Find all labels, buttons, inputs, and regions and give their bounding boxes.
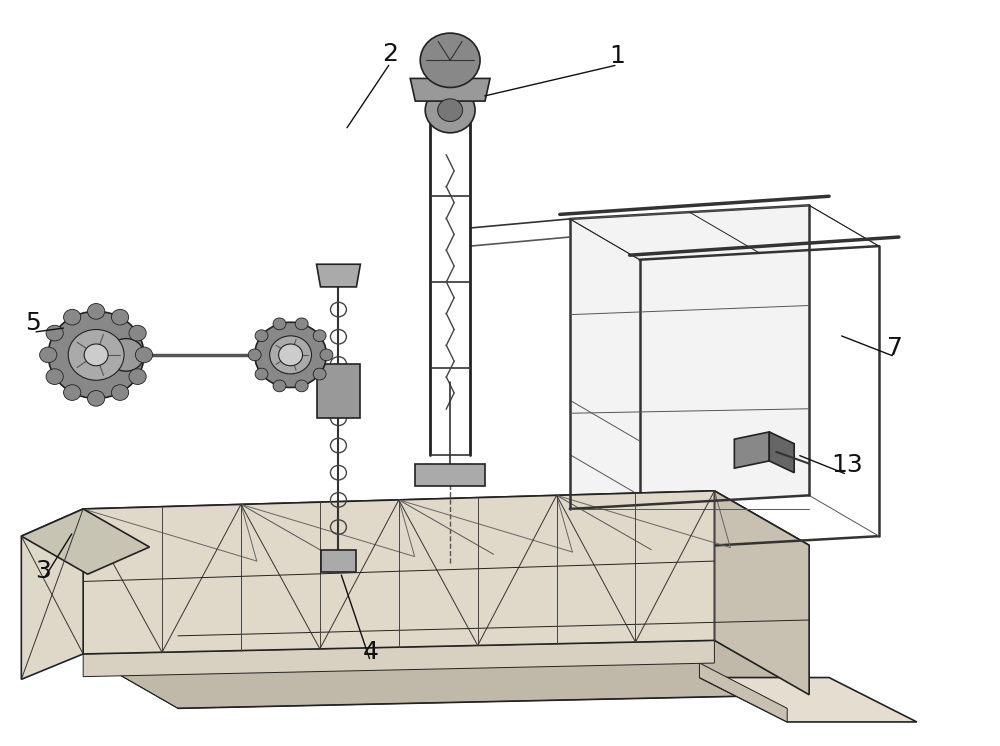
Polygon shape [734,432,769,468]
Text: 13: 13 [831,454,863,477]
Circle shape [84,344,108,366]
Polygon shape [83,640,809,709]
Circle shape [255,322,326,387]
Polygon shape [21,509,149,574]
Circle shape [40,347,57,363]
Circle shape [313,369,326,380]
Circle shape [46,325,63,341]
Circle shape [64,310,81,325]
Circle shape [248,349,261,361]
Circle shape [273,318,286,330]
Circle shape [129,369,146,384]
Circle shape [255,330,268,342]
Circle shape [64,385,81,401]
Polygon shape [83,491,714,654]
Polygon shape [699,677,917,722]
Text: 2: 2 [382,42,398,66]
Circle shape [273,380,286,392]
Circle shape [295,318,308,330]
Polygon shape [83,640,714,677]
Polygon shape [410,78,490,101]
Circle shape [108,339,144,372]
Polygon shape [699,663,787,722]
Circle shape [313,330,326,342]
Circle shape [420,33,480,87]
Circle shape [438,98,463,122]
Circle shape [129,325,146,341]
Polygon shape [570,205,809,509]
Circle shape [279,344,303,366]
Polygon shape [415,463,485,486]
Polygon shape [83,491,809,563]
Circle shape [111,310,129,325]
Circle shape [295,380,308,392]
Polygon shape [769,432,794,473]
Text: 4: 4 [362,640,378,664]
Circle shape [68,330,124,380]
Text: 7: 7 [887,336,903,360]
Circle shape [270,336,312,374]
Text: 5: 5 [25,311,41,335]
Circle shape [48,311,144,398]
Circle shape [255,369,268,380]
Circle shape [46,369,63,384]
Circle shape [88,304,105,319]
Polygon shape [21,509,83,680]
Circle shape [135,347,153,363]
Polygon shape [320,550,356,572]
Text: 3: 3 [35,559,51,583]
Circle shape [425,87,475,133]
Polygon shape [317,364,360,419]
Circle shape [320,349,333,361]
Polygon shape [714,491,809,695]
Polygon shape [317,264,360,287]
Circle shape [111,385,129,401]
Circle shape [88,391,105,407]
Text: 1: 1 [610,44,626,68]
